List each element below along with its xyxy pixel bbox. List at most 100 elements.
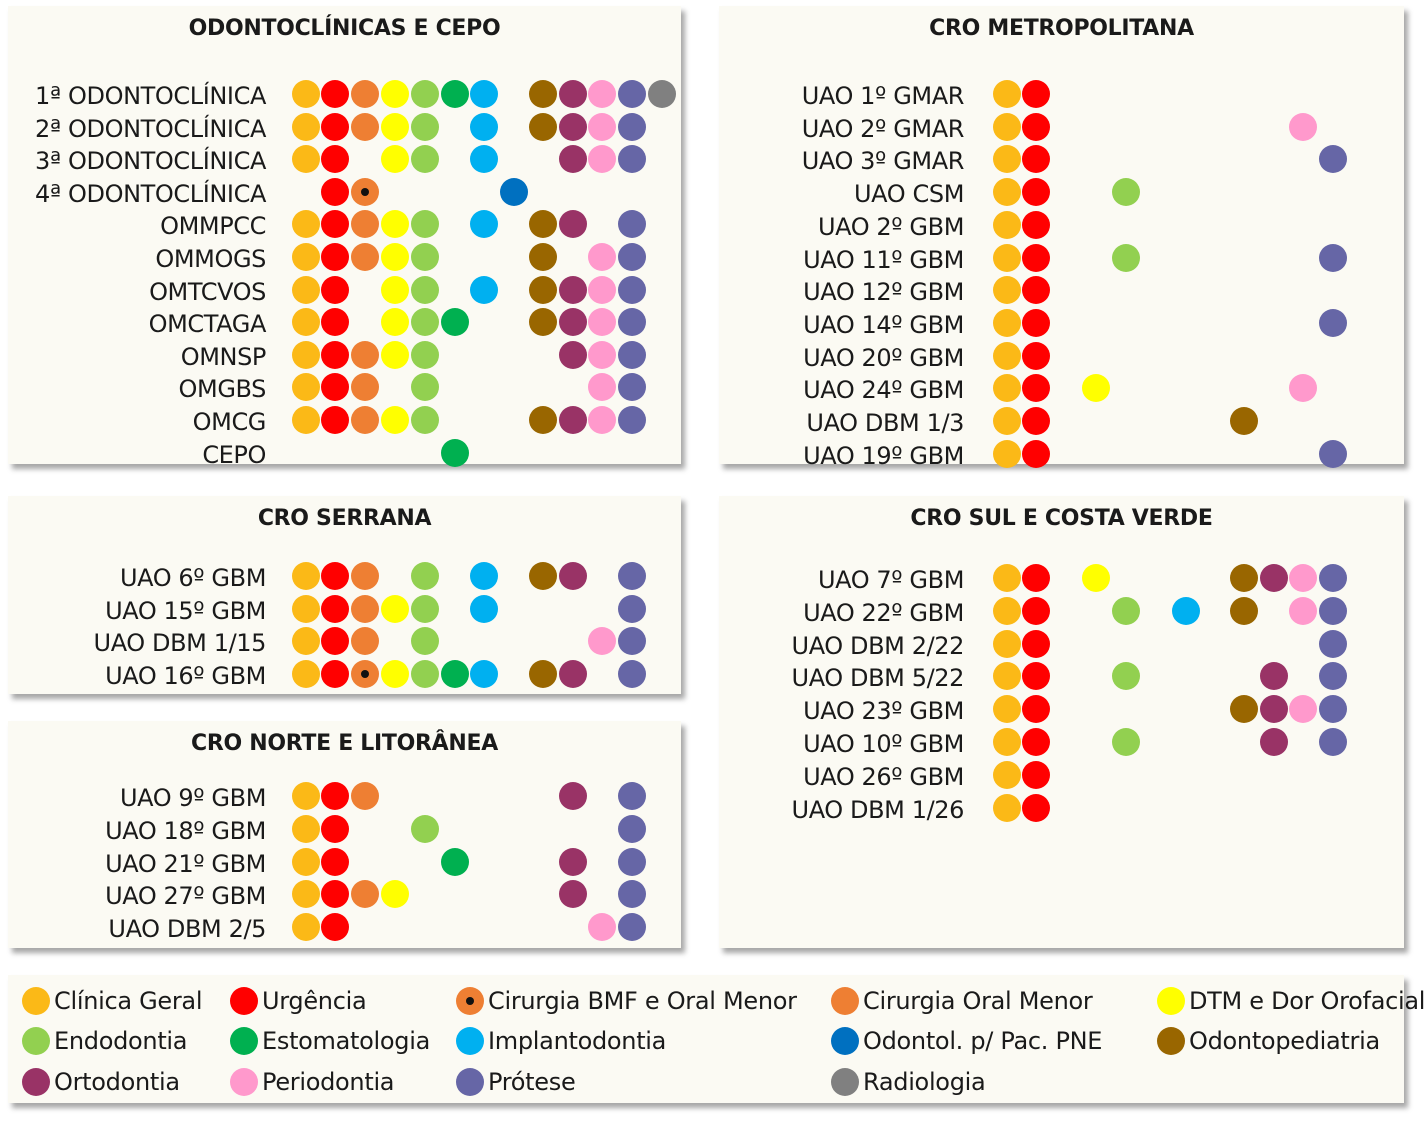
- service-dot-urgencia: [1022, 629, 1050, 658]
- service-dot-protese: [1319, 564, 1347, 592]
- unit-row: 1ª ODONTOCLÍNICA: [8, 79, 681, 112]
- service-dot-odontopediatria: [1230, 564, 1258, 592]
- service-dot-periodontia: [588, 913, 616, 942]
- unit-label: UAO 1º GMAR: [801, 82, 965, 110]
- service-dot-clinica-geral: [993, 629, 1021, 658]
- service-dot-ortodontia: [1260, 728, 1288, 756]
- service-dot-clinica-geral: [993, 695, 1021, 724]
- service-dot-clinica-geral: [292, 913, 320, 942]
- service-dot-protese: [618, 814, 646, 843]
- service-dot-ortodontia: [559, 340, 587, 369]
- legend-label: DTM e Dor Orofacial: [1189, 987, 1426, 1015]
- unit-label: OMNSP: [180, 342, 267, 371]
- service-dot-protese: [618, 594, 646, 623]
- service-dot-periodontia: [1289, 695, 1317, 724]
- service-dot-protese: [1319, 728, 1347, 756]
- unit-label: UAO 14º GBM: [803, 310, 964, 339]
- service-dot-ortodontia: [559, 406, 587, 434]
- unit-row: UAO 12º GBM: [719, 275, 1404, 308]
- service-dot-periodontia: [1289, 564, 1317, 592]
- service-dot-urgencia: [321, 373, 349, 402]
- service-dot-cirurgia-bmf-e-oral-menor: [351, 659, 379, 688]
- unit-row: OMTCVOS: [8, 275, 681, 308]
- unit-row: UAO 2º GBM: [719, 210, 1404, 243]
- service-dot-clinica-geral: [292, 340, 320, 369]
- service-dot-ortodontia: [559, 659, 587, 688]
- unit-row: OMMOGS: [8, 242, 681, 275]
- service-dot-protese: [618, 112, 646, 141]
- service-dot-protese: [618, 210, 646, 239]
- service-dot-endodontia: [411, 594, 439, 623]
- panel-cro-norte-e-litoranea: CRO NORTE E LITORÂNEA UAO 9º GBM UAO 18º G…: [8, 721, 681, 948]
- service-dot-cirurgia-oral-menor: [351, 210, 379, 239]
- service-dot-ortodontia: [559, 847, 587, 876]
- unit-label: UAO CSM: [854, 180, 964, 209]
- service-dot-urgencia: [1022, 728, 1050, 756]
- service-dot-dtm-e-dor-orofacial: [381, 112, 409, 141]
- unit-label: UAO 6º GBM: [119, 564, 266, 592]
- service-dot-clinica-geral: [993, 145, 1021, 174]
- service-dot-endodontia: [411, 243, 439, 271]
- service-dot-urgencia: [321, 210, 349, 239]
- service-dot-urgencia: [321, 847, 349, 876]
- service-dot-endodontia: [411, 814, 439, 843]
- service-dot-implantodontia: [470, 275, 498, 304]
- unit-row: OMMPCC: [8, 209, 681, 242]
- service-dot-urgencia: [1022, 243, 1050, 272]
- unit-row: UAO 9º GBM: [8, 781, 681, 814]
- unit-label: 1ª ODONTOCLÍNICA: [35, 82, 266, 110]
- unit-row: UAO 19º GBM: [719, 439, 1404, 472]
- service-dot-cirurgia-bmf-e-oral-menor: [351, 177, 379, 206]
- service-dot-cirurgia-oral-menor: [351, 112, 379, 141]
- unit-label: OMCTAGA: [148, 310, 267, 339]
- unit-row: UAO 3º GMAR: [719, 144, 1404, 177]
- service-dot-protese: [618, 145, 646, 174]
- unit-row: UAO CSM: [719, 177, 1404, 210]
- unit-label: UAO 22º GBM: [803, 598, 964, 627]
- service-dot-clinica-geral: [292, 210, 320, 239]
- legend-label: Ortodontia: [54, 1068, 180, 1096]
- service-dot-endodontia: [411, 210, 439, 239]
- service-dot-protese: [618, 659, 646, 688]
- service-dot-estomatologia: [441, 80, 469, 108]
- service-dot-protese: [618, 243, 646, 271]
- service-dot-odontopediatria: [529, 80, 557, 108]
- service-dot-clinica-geral: [292, 112, 320, 141]
- light-green-circle-icon: [22, 1027, 50, 1055]
- service-dot-periodontia: [588, 145, 616, 174]
- service-dot-odontopediatria: [529, 406, 557, 434]
- unit-label: UAO DBM 1/26: [791, 795, 965, 824]
- unit-row: UAO 10º GBM: [719, 727, 1404, 760]
- service-dot-protese: [618, 913, 646, 942]
- service-dot-urgencia: [1022, 596, 1050, 625]
- pink-circle-icon: [230, 1068, 258, 1096]
- service-dot-urgencia: [1022, 112, 1050, 141]
- service-dot-protese: [618, 627, 646, 655]
- unit-label: UAO 12º GBM: [803, 278, 964, 307]
- service-dot-urgencia: [321, 782, 349, 810]
- service-dot-odontol-p-pac-pne: [500, 177, 528, 206]
- panel-odontoclinicas-e-cepo: ODONTOCLÍNICAS E CEPO 1ª ODONTOCLÍNICA 2ª …: [8, 6, 681, 469]
- service-dot-periodontia: [588, 275, 616, 304]
- service-dot-clinica-geral: [292, 814, 320, 843]
- unit-label: UAO 2º GMAR: [801, 114, 965, 143]
- panel-cro-metropolitana: CRO METROPOLITANA UAO 1º GMAR UAO 2º GMAR U…: [719, 6, 1404, 470]
- service-dot-implantodontia: [470, 145, 498, 174]
- gray-circle-icon: [831, 1068, 859, 1096]
- legend-label: Cirurgia BMF e Oral Menor: [488, 987, 797, 1015]
- service-dot-urgencia: [321, 243, 349, 271]
- service-dot-protese: [618, 275, 646, 304]
- service-dot-odontopediatria: [1230, 407, 1258, 435]
- service-dot-urgencia: [321, 627, 349, 655]
- service-dot-periodontia: [588, 340, 616, 369]
- unit-row: UAO 1º GMAR: [719, 79, 1404, 112]
- service-dot-odontopediatria: [1230, 596, 1258, 625]
- unit-label: UAO 23º GBM: [803, 697, 964, 726]
- service-dot-dtm-e-dor-orofacial: [381, 308, 409, 337]
- service-dot-endodontia: [1112, 178, 1140, 207]
- service-dot-ortodontia: [559, 880, 587, 909]
- service-dot-endodontia: [411, 373, 439, 402]
- unit-row: UAO DBM 2/22: [719, 629, 1404, 662]
- legend-label: Clínica Geral: [54, 987, 203, 1015]
- service-dot-clinica-geral: [292, 373, 320, 402]
